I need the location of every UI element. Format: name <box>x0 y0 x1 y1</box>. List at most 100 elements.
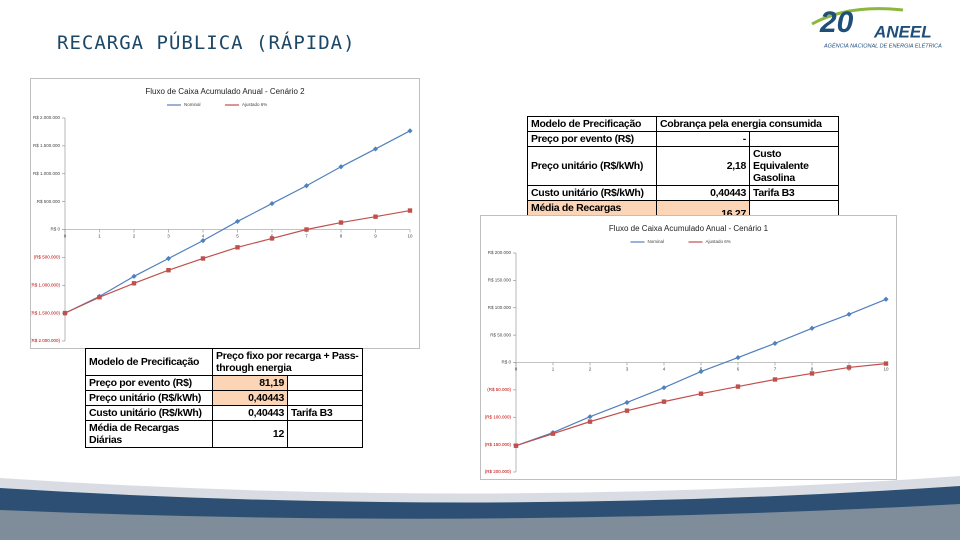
table-cell: Preço unitário (R$/kWh) <box>527 146 657 186</box>
y-tick-label: R$ 100.000 <box>488 305 512 310</box>
wave-band <box>0 504 960 540</box>
table-cell: 2,18 <box>656 146 750 186</box>
table-row: Preço unitário (R$/kWh) 2,18 Custo Equiv… <box>527 146 839 186</box>
x-tick-label: 6 <box>271 234 274 239</box>
data-point <box>624 399 630 406</box>
data-point <box>269 200 275 207</box>
data-point <box>200 238 206 244</box>
series-line <box>64 209 411 314</box>
data-point <box>131 281 137 286</box>
table-cell: Média de Recargas Diárias <box>85 420 213 448</box>
data-point <box>883 296 889 302</box>
x-tick-label: 1 <box>552 367 555 372</box>
data-point <box>62 310 68 316</box>
x-tick-label: 6 <box>737 367 740 372</box>
data-point <box>698 368 704 375</box>
x-tick-label: 2 <box>133 234 136 239</box>
table-cell: Preço por evento (R$) <box>527 131 657 147</box>
table-cell: - <box>656 131 750 147</box>
table-cell: Custo unitário (R$/kWh) <box>527 185 657 201</box>
data-point <box>735 384 741 389</box>
table-cell: Modelo de Precificação <box>85 348 213 376</box>
y-tick-label: R$ 2.000.000 <box>33 115 61 120</box>
table-cell: 12 <box>212 420 288 448</box>
logo-name: ANEEL <box>873 22 932 41</box>
table-cell: Custo Equivalente Gasolina <box>749 146 839 186</box>
table-cell: Preço unitário (R$/kWh) <box>85 390 213 406</box>
legend-label: Nominal <box>184 102 201 107</box>
chart-title: Fluxo de Caixa Acumulado Anual - Cenário… <box>145 87 305 96</box>
data-point <box>772 340 778 346</box>
table-row: Preço unitário (R$/kWh) 0,40443 <box>85 390 363 406</box>
table-cell: Preço fixo por recarga + Pass-through en… <box>212 348 363 376</box>
y-tick-label: (R$ 200.000) <box>485 469 512 474</box>
table: Modelo de Precificação Preço fixo por re… <box>85 348 363 448</box>
logo-subtitle: AGÊNCIA NACIONAL DE ENERGIA ELÉTRICA <box>823 41 942 49</box>
x-tick-label: 10 <box>407 234 413 239</box>
data-point <box>407 208 413 213</box>
y-tick-label: (R$ 100.000) <box>485 414 512 419</box>
data-point <box>131 273 137 279</box>
data-point <box>513 443 519 448</box>
footer-wave <box>0 476 960 540</box>
y-tick-label: R$ 0 <box>50 227 60 232</box>
data-point <box>624 408 630 413</box>
chart-title: Fluxo de Caixa Acumulado Anual - Cenário… <box>609 224 769 233</box>
table-cell: 0,40443 <box>656 185 750 201</box>
data-point <box>698 391 704 396</box>
data-point <box>550 431 556 436</box>
table-row: Modelo de Precificação Cobrança pela ene… <box>527 116 839 132</box>
x-tick-label: 5 <box>236 234 239 239</box>
x-tick-label: 4 <box>202 234 205 239</box>
table-cell: Modelo de Precificação <box>527 116 657 132</box>
data-point <box>200 256 206 261</box>
data-point <box>407 128 413 134</box>
legend-label: Nominal <box>648 239 665 244</box>
table-row: Preço por evento (R$) - <box>527 131 839 147</box>
legend-label: Ajustado 6% <box>706 239 731 244</box>
data-point <box>338 220 344 225</box>
x-tick-label: 10 <box>883 367 889 372</box>
data-point <box>846 311 852 317</box>
table-cell: Custo unitário (R$/kWh) <box>85 405 213 421</box>
table-row: Custo unitário (R$/kWh) 0,40443 Tarifa B… <box>85 405 363 421</box>
table-row: Preço por evento (R$) 81,19 <box>85 375 363 391</box>
data-point <box>373 214 378 219</box>
y-tick-label: R$ 500.000 <box>37 199 61 204</box>
table-cell: Cobrança pela energia consumida <box>656 116 839 132</box>
data-point <box>809 371 815 376</box>
table-row: Média de Recargas Diárias 12 <box>85 420 363 448</box>
y-tick-label: R$ 50.000 <box>490 332 511 337</box>
data-point <box>587 419 593 424</box>
table-cell: Tarifa B3 <box>287 405 363 421</box>
table-cell: 0,40443 <box>212 390 288 406</box>
data-point <box>338 164 344 170</box>
data-point <box>661 385 667 391</box>
data-point <box>846 365 852 370</box>
x-tick-label: 9 <box>374 234 377 239</box>
data-point <box>372 146 379 152</box>
logo-swoosh <box>811 7 904 26</box>
logo-mark: 20 <box>819 6 854 39</box>
data-point <box>304 227 309 232</box>
x-tick-label: 3 <box>626 367 629 372</box>
slide-title: RECARGA PÚBLICA (RÁPIDA) <box>57 32 356 54</box>
x-tick-label: 8 <box>340 234 343 239</box>
data-point <box>303 183 310 189</box>
table-cell <box>287 420 363 448</box>
table-cell <box>287 390 363 406</box>
table-cell: 0,40443 <box>212 405 288 421</box>
data-point <box>97 295 102 300</box>
table-row: Custo unitário (R$/kWh) 0,40443 Tarifa B… <box>527 185 839 201</box>
y-tick-label: (R$ 500.000) <box>34 255 61 260</box>
y-tick-label: (R$ 150.000) <box>485 442 512 447</box>
chart: Fluxo de Caixa Acumulado Anual - Cenário… <box>480 215 897 480</box>
data-point <box>587 414 593 420</box>
x-tick-label: 8 <box>811 367 814 372</box>
y-tick-label: R$ 0 <box>501 360 511 365</box>
y-tick-label: (R$ 1.000.000) <box>30 282 60 287</box>
data-point <box>772 377 778 382</box>
data-point <box>735 354 741 361</box>
x-tick-label: 4 <box>663 367 666 372</box>
